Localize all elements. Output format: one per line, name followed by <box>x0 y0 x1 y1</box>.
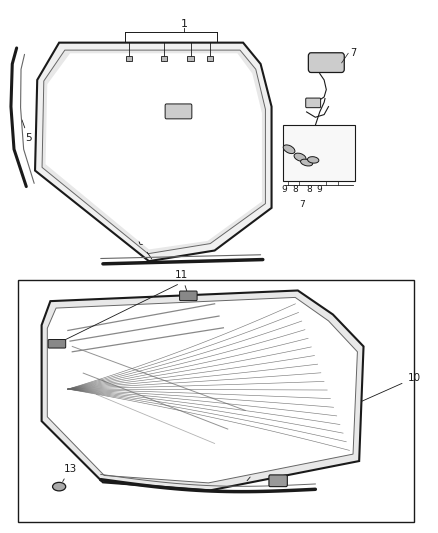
Ellipse shape <box>307 157 319 163</box>
Text: 8: 8 <box>306 185 312 194</box>
Bar <box>126 56 132 61</box>
Ellipse shape <box>53 482 66 491</box>
Polygon shape <box>42 290 364 490</box>
FancyBboxPatch shape <box>308 53 344 72</box>
Bar <box>207 56 213 61</box>
Text: 3: 3 <box>187 66 194 76</box>
Bar <box>161 56 167 61</box>
FancyBboxPatch shape <box>48 340 66 348</box>
Text: 7: 7 <box>350 49 357 58</box>
Ellipse shape <box>294 153 306 161</box>
FancyBboxPatch shape <box>306 98 321 108</box>
Text: 6: 6 <box>137 237 152 259</box>
Polygon shape <box>35 43 272 261</box>
Bar <box>187 56 194 61</box>
Text: 4: 4 <box>161 66 167 76</box>
Polygon shape <box>47 297 357 483</box>
Ellipse shape <box>283 145 295 154</box>
Text: 12: 12 <box>247 462 265 481</box>
Bar <box>18 280 414 522</box>
Polygon shape <box>46 53 262 249</box>
Text: 5: 5 <box>22 120 32 143</box>
Ellipse shape <box>300 159 313 166</box>
Text: 2: 2 <box>126 66 132 76</box>
Text: 10: 10 <box>362 373 420 401</box>
Text: 9: 9 <box>317 185 323 194</box>
Polygon shape <box>42 50 265 254</box>
Text: 8: 8 <box>292 185 298 194</box>
Bar <box>283 125 355 181</box>
Text: 2: 2 <box>207 66 213 76</box>
Text: 9: 9 <box>281 185 287 194</box>
Text: 11: 11 <box>175 270 188 293</box>
FancyBboxPatch shape <box>180 291 197 301</box>
FancyBboxPatch shape <box>269 475 287 487</box>
Text: 13: 13 <box>63 464 77 481</box>
FancyBboxPatch shape <box>165 104 192 119</box>
Text: 1: 1 <box>180 19 187 29</box>
Text: 7: 7 <box>299 200 305 209</box>
